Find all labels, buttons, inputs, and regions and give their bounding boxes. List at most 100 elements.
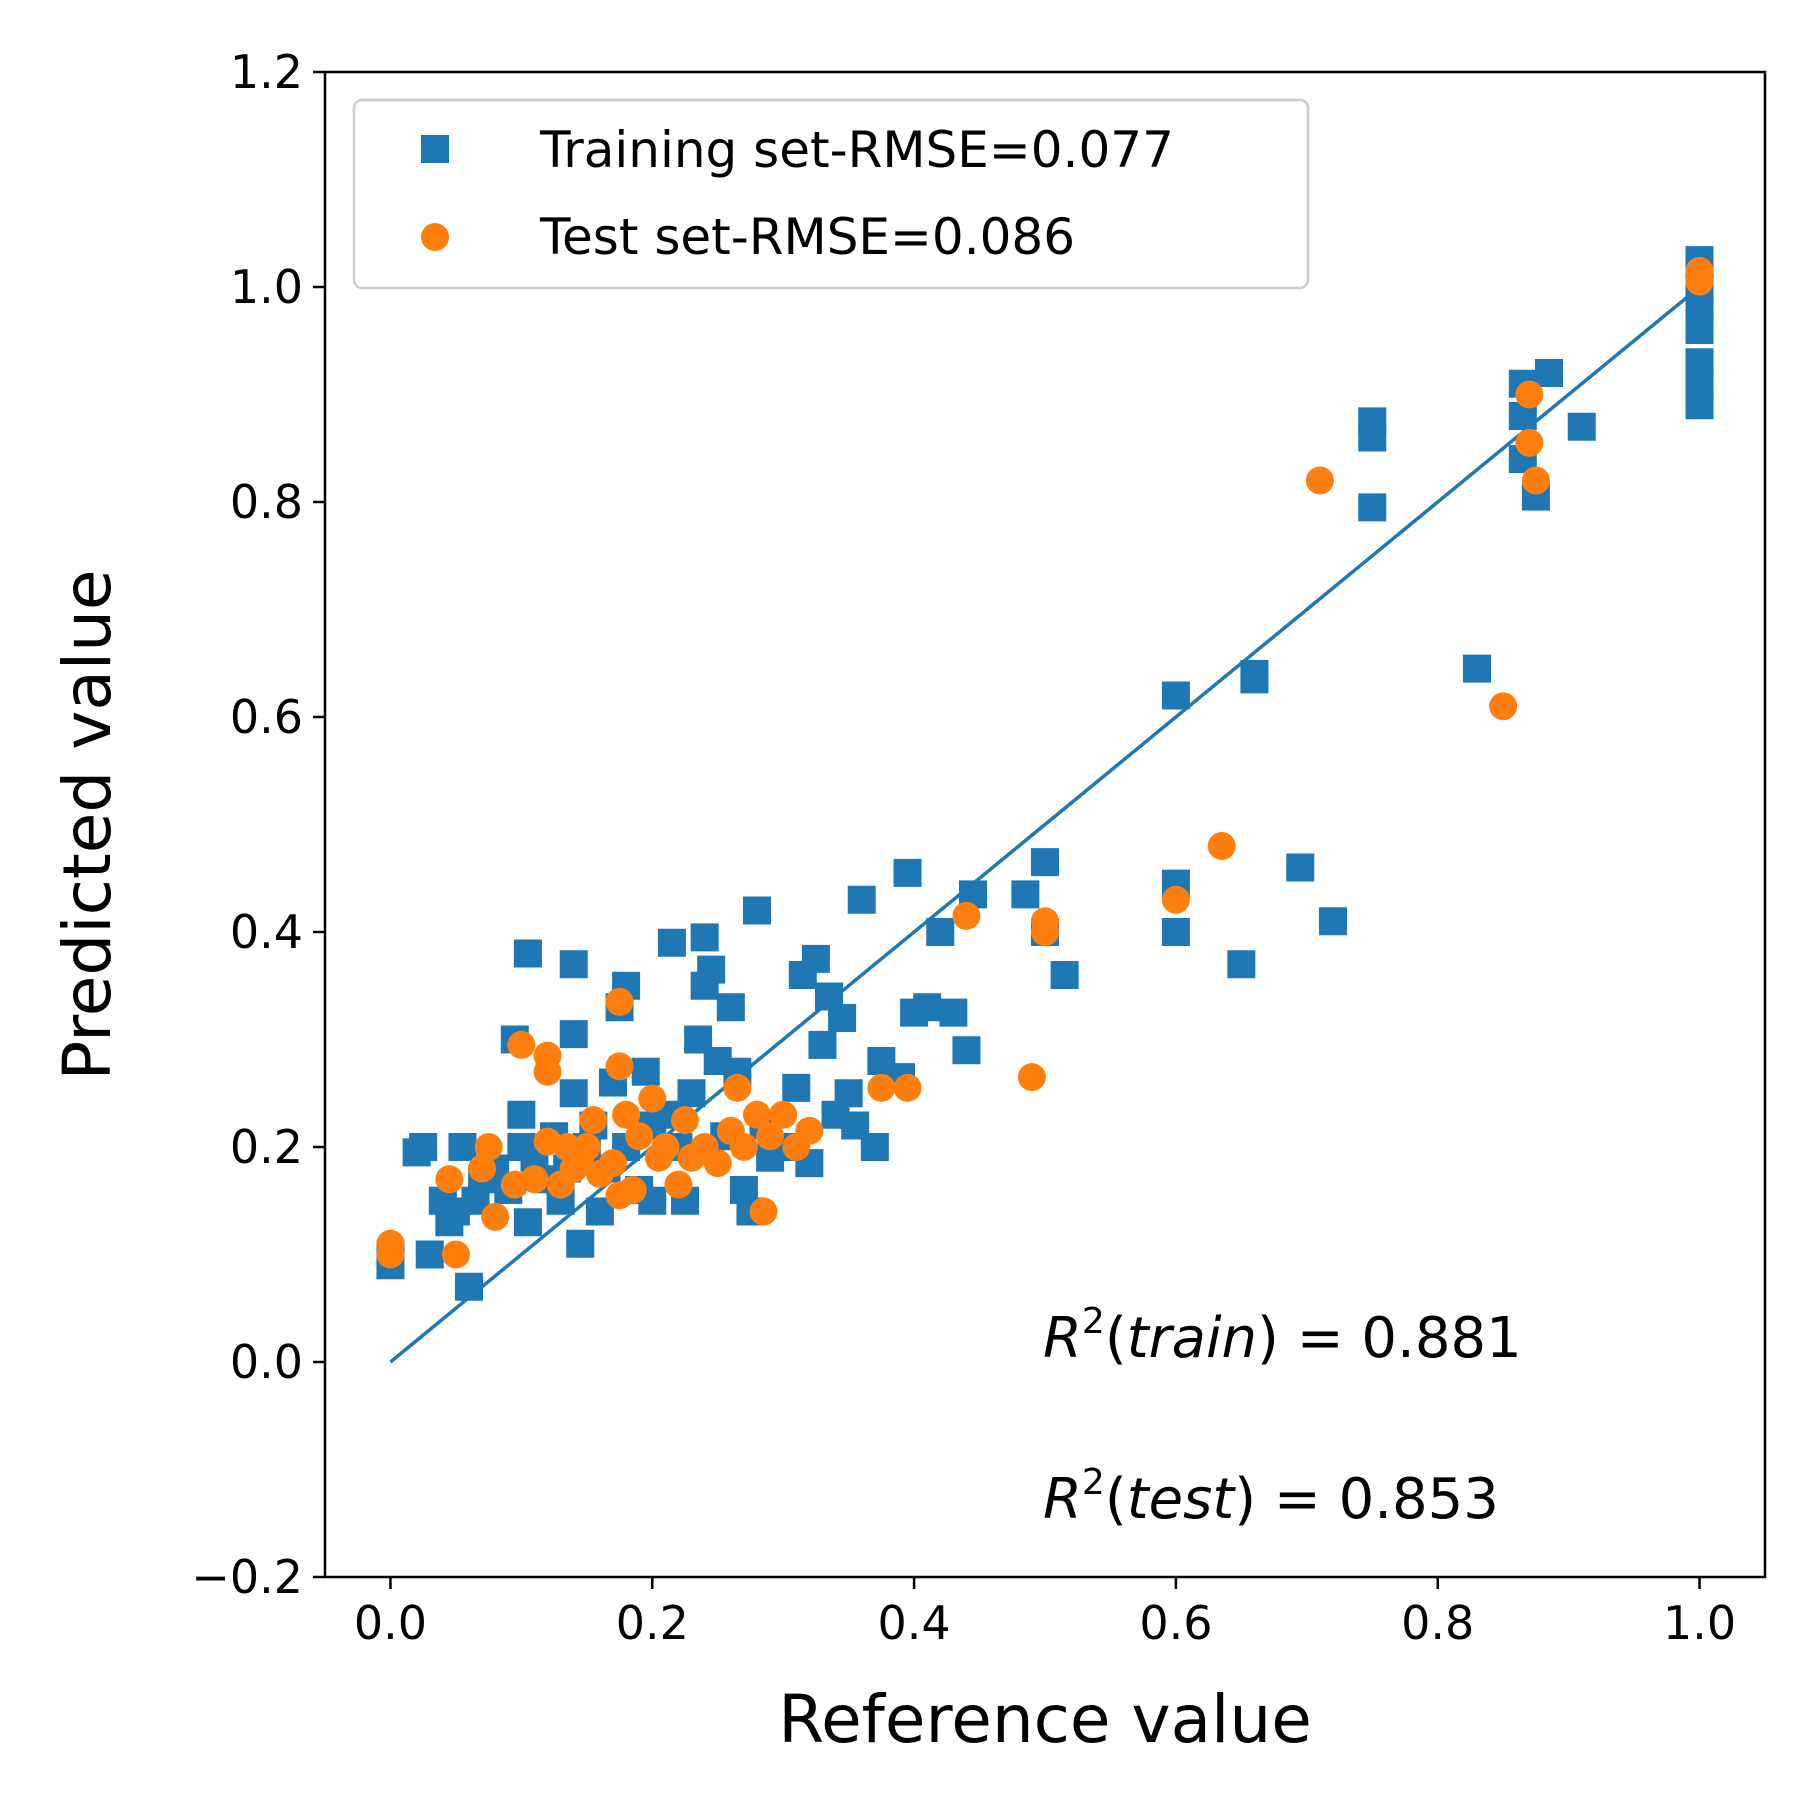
legend-label-test: Test set-RMSE=0.086 bbox=[539, 208, 1075, 266]
test-point bbox=[1521, 466, 1550, 495]
training-point bbox=[1050, 961, 1079, 989]
training-point bbox=[1567, 412, 1596, 441]
test-point bbox=[664, 1170, 693, 1199]
annotation-r2-test: R2(test) = 0.853 bbox=[1043, 1462, 1499, 1532]
test-point bbox=[1515, 428, 1544, 457]
training-point bbox=[513, 939, 542, 968]
training-point bbox=[1286, 853, 1315, 882]
x-tick-label: 0.4 bbox=[878, 1596, 951, 1650]
training-point bbox=[716, 993, 745, 1022]
training-point bbox=[860, 1133, 889, 1161]
test-point bbox=[612, 1100, 641, 1129]
y-tick-label: 0.2 bbox=[230, 1120, 303, 1174]
training-point bbox=[1463, 654, 1491, 683]
training-point bbox=[697, 955, 726, 984]
training-point bbox=[559, 1020, 588, 1049]
test-point bbox=[441, 1240, 470, 1269]
training-point bbox=[1011, 880, 1040, 909]
plot-area bbox=[376, 246, 1714, 1364]
test-point bbox=[703, 1149, 732, 1178]
training-point bbox=[559, 1079, 588, 1108]
test-point bbox=[795, 1116, 824, 1145]
test-point bbox=[468, 1154, 497, 1183]
legend-label-training: Training set-RMSE=0.077 bbox=[539, 121, 1174, 179]
test-point bbox=[605, 987, 634, 1016]
training-point bbox=[415, 1240, 444, 1269]
test-point bbox=[1031, 918, 1059, 946]
training-point bbox=[657, 928, 686, 957]
training-point bbox=[808, 1030, 837, 1059]
training-point bbox=[782, 1073, 811, 1102]
training-point bbox=[847, 885, 876, 914]
test-point bbox=[572, 1133, 601, 1161]
test-point bbox=[533, 1057, 562, 1086]
test-point bbox=[520, 1165, 549, 1194]
test-point bbox=[376, 1240, 405, 1269]
test-point bbox=[474, 1133, 503, 1161]
training-point bbox=[828, 1004, 857, 1032]
legend-marker-training bbox=[421, 135, 449, 163]
training-point bbox=[952, 1036, 981, 1065]
training-point bbox=[834, 1079, 863, 1108]
series-test bbox=[376, 256, 1714, 1269]
test-point bbox=[756, 1122, 785, 1151]
test-point bbox=[605, 1052, 634, 1081]
test-point bbox=[599, 1149, 627, 1178]
training-point bbox=[690, 923, 719, 952]
test-point bbox=[743, 1100, 771, 1129]
training-point bbox=[801, 944, 830, 973]
test-point bbox=[507, 1030, 536, 1059]
y-tick-label: 0.0 bbox=[230, 1335, 303, 1389]
test-point bbox=[651, 1133, 680, 1161]
y-tick-label: 1.2 bbox=[230, 45, 303, 99]
test-point bbox=[1161, 885, 1190, 914]
y-tick-label: −0.2 bbox=[191, 1550, 303, 1604]
training-point bbox=[566, 1229, 595, 1258]
test-point bbox=[723, 1073, 752, 1102]
training-point bbox=[939, 998, 968, 1027]
training-point bbox=[1031, 848, 1059, 877]
test-point bbox=[1685, 267, 1714, 296]
y-tick-label: 1.0 bbox=[230, 260, 303, 314]
test-point bbox=[952, 901, 981, 930]
x-tick-label: 0.6 bbox=[1139, 1596, 1212, 1650]
training-point bbox=[1685, 316, 1714, 344]
legend-marker-test bbox=[421, 223, 449, 251]
y-tick-label: 0.6 bbox=[230, 690, 303, 744]
test-point bbox=[769, 1100, 798, 1129]
training-point bbox=[1161, 918, 1190, 946]
training-point bbox=[1161, 681, 1190, 710]
test-point bbox=[1515, 380, 1544, 409]
plot-frame bbox=[323, 70, 1767, 1579]
training-point bbox=[1227, 950, 1256, 979]
test-point bbox=[618, 1176, 647, 1204]
y-tick-label: 0.8 bbox=[230, 475, 303, 529]
test-point bbox=[638, 1084, 667, 1113]
x-tick-label: 1.0 bbox=[1663, 1596, 1736, 1650]
annotation-r2-train: R2(train) = 0.881 bbox=[1043, 1301, 1522, 1371]
training-point bbox=[677, 1079, 706, 1108]
test-point bbox=[1489, 692, 1518, 721]
training-point bbox=[743, 896, 771, 925]
training-point bbox=[409, 1133, 438, 1161]
x-tick-label: 0.0 bbox=[354, 1596, 427, 1650]
training-point bbox=[1358, 493, 1387, 522]
training-point bbox=[1535, 359, 1563, 387]
test-point bbox=[1017, 1063, 1046, 1092]
training-point bbox=[1358, 423, 1387, 452]
test-point bbox=[435, 1165, 464, 1194]
training-point bbox=[559, 950, 588, 979]
test-point bbox=[481, 1202, 510, 1231]
legend-box bbox=[352, 98, 1310, 290]
axis-ticks: 0.0 0.2 0.4 0.6 0.8 1.0 −0.2 0.0 0.2 0.4 0.6 0.8 1.0… bbox=[191, 45, 1736, 1650]
test-point bbox=[1305, 466, 1334, 495]
x-axis-label: Reference value bbox=[778, 1681, 1312, 1758]
training-point bbox=[1240, 665, 1269, 694]
training-point bbox=[913, 993, 942, 1022]
test-point bbox=[867, 1073, 896, 1102]
test-point bbox=[893, 1073, 922, 1102]
training-point bbox=[1319, 907, 1347, 936]
training-point bbox=[448, 1133, 477, 1161]
